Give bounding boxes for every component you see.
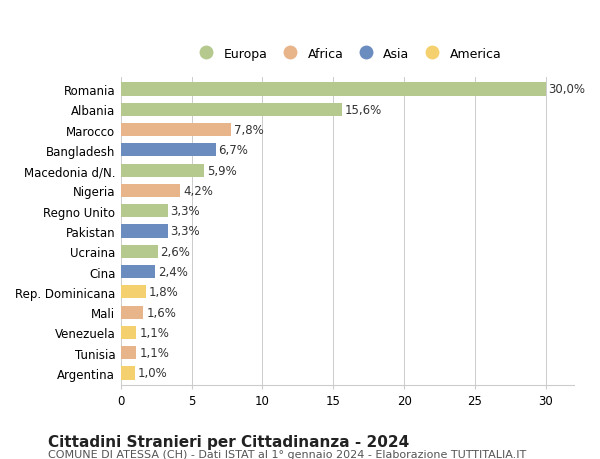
Bar (121, 367, 135, 380)
Bar (121, 83, 546, 96)
Text: 1,0%: 1,0% (138, 367, 167, 380)
Text: 6,7%: 6,7% (218, 144, 248, 157)
Text: 15,6%: 15,6% (344, 104, 382, 117)
Bar (121, 164, 205, 177)
Bar (121, 347, 136, 359)
Text: Cittadini Stranieri per Cittadinanza - 2024: Cittadini Stranieri per Cittadinanza - 2… (48, 434, 409, 449)
Text: 7,8%: 7,8% (234, 124, 264, 137)
Text: 3,3%: 3,3% (170, 225, 200, 238)
Bar (121, 326, 136, 339)
Bar (121, 245, 158, 258)
Bar (121, 185, 181, 197)
Text: 1,1%: 1,1% (139, 326, 169, 339)
Text: 2,6%: 2,6% (160, 245, 190, 258)
Bar (121, 144, 216, 157)
Text: 1,1%: 1,1% (139, 347, 169, 359)
Text: 2,4%: 2,4% (158, 265, 188, 279)
Bar (121, 265, 155, 279)
Text: 1,8%: 1,8% (149, 285, 179, 299)
Bar (121, 205, 167, 218)
Bar (121, 225, 167, 238)
Bar (121, 285, 146, 299)
Text: 3,3%: 3,3% (170, 205, 200, 218)
Bar (121, 103, 342, 117)
Text: 30,0%: 30,0% (548, 83, 586, 96)
Bar (121, 123, 232, 137)
Text: 1,6%: 1,6% (146, 306, 176, 319)
Bar (121, 306, 143, 319)
Legend: Europa, Africa, Asia, America: Europa, Africa, Asia, America (190, 44, 505, 64)
Text: 4,2%: 4,2% (183, 185, 213, 197)
Text: COMUNE DI ATESSA (CH) - Dati ISTAT al 1° gennaio 2024 - Elaborazione TUTTITALIA.: COMUNE DI ATESSA (CH) - Dati ISTAT al 1°… (48, 449, 526, 459)
Text: 5,9%: 5,9% (207, 164, 237, 177)
